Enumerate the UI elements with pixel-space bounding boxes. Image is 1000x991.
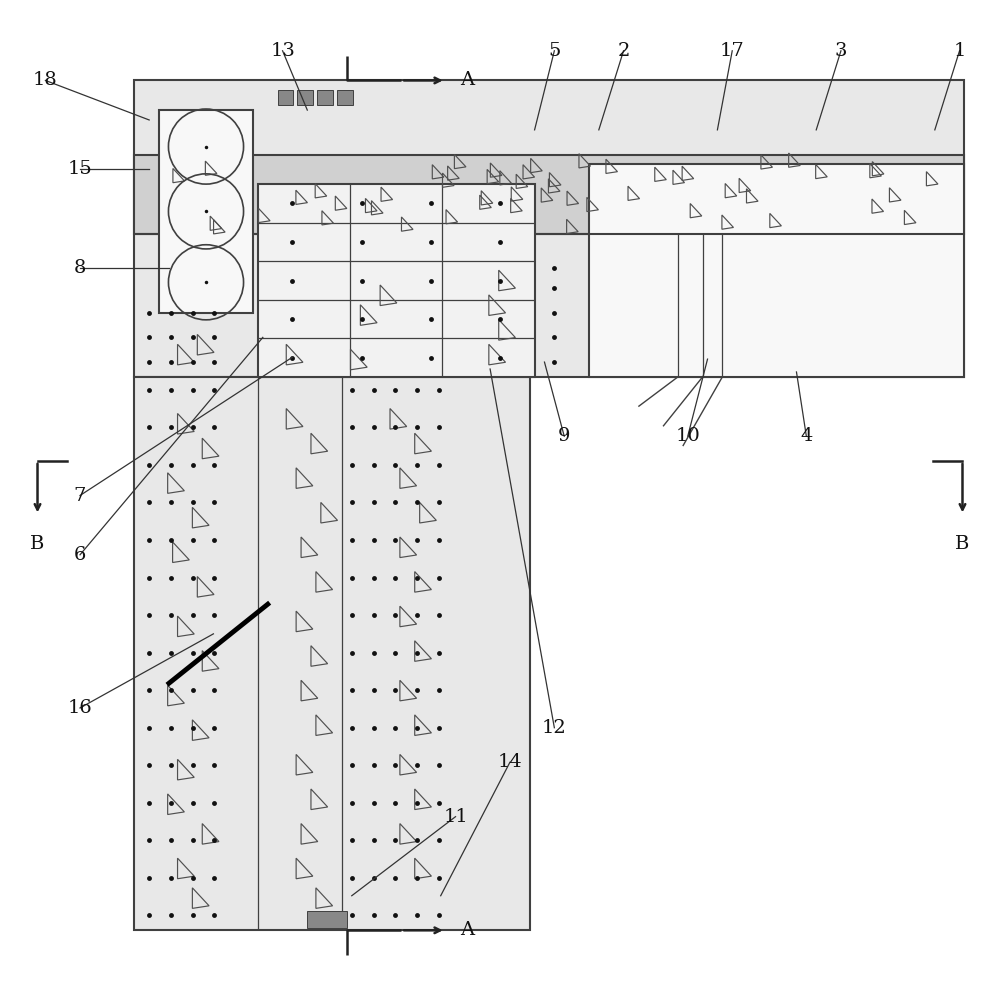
Bar: [134, 155, 964, 234]
Text: 11: 11: [443, 808, 468, 826]
Text: 1: 1: [953, 42, 966, 59]
Text: 6: 6: [74, 546, 86, 564]
Text: 18: 18: [33, 71, 58, 89]
Text: 8: 8: [74, 260, 86, 277]
Text: B: B: [30, 535, 45, 553]
Bar: [134, 377, 530, 931]
Text: 3: 3: [835, 42, 847, 59]
Bar: [307, 911, 347, 929]
Text: 7: 7: [74, 487, 86, 504]
Bar: [589, 165, 964, 377]
Text: 16: 16: [68, 699, 92, 716]
Text: 17: 17: [720, 42, 745, 59]
Bar: [297, 90, 313, 105]
Text: A: A: [460, 922, 475, 939]
Text: 14: 14: [498, 753, 522, 771]
Bar: [134, 80, 964, 377]
Text: A: A: [460, 71, 475, 89]
Text: 15: 15: [68, 161, 92, 178]
Text: 5: 5: [548, 42, 561, 59]
Text: 10: 10: [675, 427, 700, 445]
Bar: [159, 110, 253, 313]
Text: 2: 2: [617, 42, 630, 59]
Bar: [258, 184, 535, 377]
Bar: [337, 90, 353, 105]
Bar: [278, 90, 293, 105]
Bar: [317, 90, 333, 105]
Text: 9: 9: [558, 427, 570, 445]
Text: 13: 13: [270, 42, 295, 59]
Text: 12: 12: [542, 718, 567, 736]
Text: B: B: [955, 535, 970, 553]
Text: 4: 4: [800, 427, 813, 445]
